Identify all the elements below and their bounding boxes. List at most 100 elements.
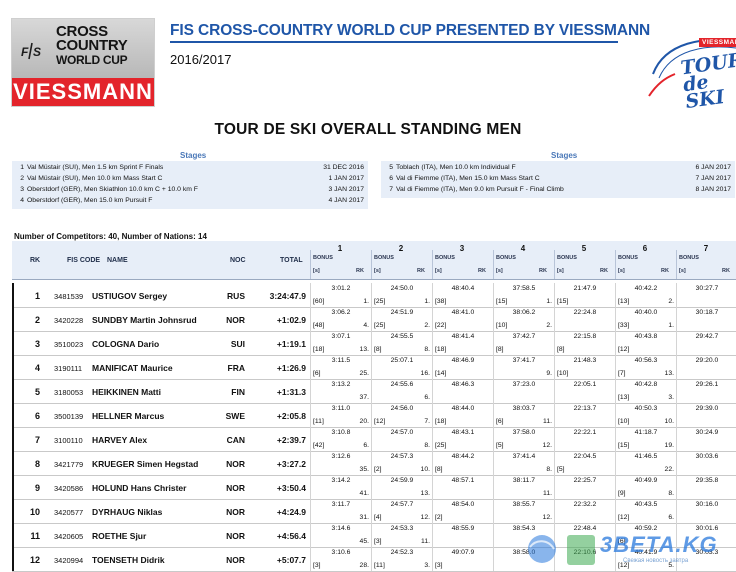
stage-result-cell: 41:18.7 [15] 19. bbox=[615, 427, 676, 451]
svg-text:S: S bbox=[33, 45, 41, 59]
stages-heading-right: Stages bbox=[551, 151, 578, 160]
sponsor-logo: VIESSMANN bbox=[12, 78, 154, 106]
table-row: 9 3420586 HOLUND Hans Christer NOR +3:50.4 3:… bbox=[12, 475, 736, 500]
stage-bonus: [9] bbox=[618, 490, 626, 497]
page-title: FIS CROSS-COUNTRY WORLD CUP PRESENTED BY… bbox=[170, 22, 651, 39]
noc-cell: CAN bbox=[226, 435, 245, 445]
stage-result-cell: 48:57.1 bbox=[432, 475, 493, 499]
stage-time: 3:10.8 bbox=[331, 429, 351, 436]
stage-time: 21:48.3 bbox=[573, 357, 597, 364]
total-time-cell: +1:02.9 bbox=[276, 315, 306, 325]
stage-header-bonus: BONUS bbox=[557, 255, 577, 261]
stage-time: 48:43.1 bbox=[451, 429, 475, 436]
stage-time: 30:24.9 bbox=[695, 429, 719, 436]
stage-time: 3:11.5 bbox=[331, 357, 351, 364]
athlete-name-cell: USTIUGOV Sergey bbox=[92, 291, 168, 301]
stage-result-cell: 30:01.6 bbox=[676, 523, 736, 547]
stage-rank: 6. bbox=[668, 514, 674, 521]
stage-time: 41:46.5 bbox=[634, 453, 658, 460]
noc-cell: FIN bbox=[231, 387, 245, 397]
stage-result-cell: 24:57.0 8. bbox=[371, 427, 432, 451]
stage-time: 37:58.5 bbox=[512, 285, 536, 292]
row-divider bbox=[12, 499, 14, 523]
stage-result-cell: 40:42.8 [13] 3. bbox=[615, 379, 676, 403]
fis-code-cell: 3421779 bbox=[54, 460, 84, 469]
table-row: 10 3420577 DYRHAUG Niklas NOR +4:24.9 3:11.7 3… bbox=[12, 499, 736, 524]
stage-result-cell: 22:32.2 bbox=[554, 499, 615, 523]
stage-bonus: [22] bbox=[435, 322, 447, 329]
athlete-name-cell: HEIKKINEN Matti bbox=[92, 387, 161, 397]
stage-rank: 31. bbox=[359, 514, 369, 521]
noc-cell: NOR bbox=[226, 315, 245, 325]
table-row: 7 3100110 HARVEY Alex CAN +2:39.7 3:10.8 [42] 6… bbox=[12, 427, 736, 452]
stage-rank: 4. bbox=[363, 322, 369, 329]
stage-time: 48:55.9 bbox=[451, 525, 475, 532]
noc-cell: SWE bbox=[225, 411, 245, 421]
fis-code-cell: 3100110 bbox=[54, 436, 83, 445]
athlete-name-cell: ROETHE Sjur bbox=[92, 531, 147, 541]
stage-bonus: [12] bbox=[618, 346, 630, 353]
stage-result-cell: 37:58.5 [15] 1. bbox=[493, 283, 554, 307]
stage-time: 30:18.7 bbox=[695, 309, 719, 316]
row-divider bbox=[12, 523, 14, 547]
stage-time: 22:48.4 bbox=[573, 525, 597, 532]
stage-result-cell: 24:56.0 [12] 7. bbox=[371, 403, 432, 427]
stage-time: 30:03.6 bbox=[695, 453, 719, 460]
fis-code-cell: 3190111 bbox=[54, 364, 83, 373]
table-row: 5 3180053 HEIKKINEN Matti FIN +1:31.3 3:13.2 3… bbox=[12, 379, 736, 404]
stage-time: 29:35.8 bbox=[695, 477, 719, 484]
stage-result-cell: 41:46.5 22. bbox=[615, 451, 676, 475]
stage-result-cell: 24:50.0 [25] 1. bbox=[371, 283, 432, 307]
stage-header-seconds: [s] bbox=[557, 268, 564, 274]
rank-cell: 5 bbox=[34, 387, 40, 397]
stage-bonus: [12] bbox=[618, 514, 630, 521]
stage-time: 24:51.9 bbox=[390, 309, 414, 316]
header-name: NAME bbox=[107, 257, 128, 264]
stage-time: 22:05.1 bbox=[573, 381, 597, 388]
stage-result-cell: 29:20.0 bbox=[676, 355, 736, 379]
noc-cell: NOR bbox=[226, 531, 245, 541]
fis-code-cell: 3500139 bbox=[54, 412, 84, 421]
stage-rank: 10. bbox=[664, 418, 674, 425]
stage-time: 40:49.9 bbox=[634, 477, 658, 484]
stage-time: 37:58.0 bbox=[512, 429, 536, 436]
stage-rank: 9. bbox=[546, 370, 552, 377]
stage-result-cell: 48:44.2 [8] bbox=[432, 451, 493, 475]
stages-list-right: 5 Toblach (ITA), Men 10.0 km Individual … bbox=[381, 161, 735, 198]
stage-date: 4 JAN 2017 bbox=[328, 197, 364, 204]
table-row: 8 3421779 KRUEGER Simen Hegstad NOR +3:27.2 3… bbox=[12, 451, 736, 476]
stage-rank: 1. bbox=[363, 298, 369, 305]
stage-time: 3:11.0 bbox=[331, 405, 351, 412]
stage-bonus: [5] bbox=[496, 442, 504, 449]
table-row: 3 3510023 COLOGNA Dario SUI +1:19.1 3:07.1 [18… bbox=[12, 331, 736, 356]
stage-time: 48:41.0 bbox=[451, 309, 475, 316]
stage-result-cell: 25:07.1 16. bbox=[371, 355, 432, 379]
stage-date: 7 JAN 2017 bbox=[695, 175, 731, 182]
stage-result-cell: 48:55.9 bbox=[432, 523, 493, 547]
stage-rank: 6. bbox=[363, 442, 369, 449]
stage-header-number: 6 bbox=[642, 244, 648, 253]
stage-result-cell: 40:56.3 [7] 13. bbox=[615, 355, 676, 379]
row-divider bbox=[12, 331, 14, 355]
stage-result-cell: 3:10.8 [42] 6. bbox=[310, 427, 371, 451]
stage-bonus: [6] bbox=[496, 418, 504, 425]
row-divider bbox=[12, 475, 14, 499]
stage-time: 40:56.3 bbox=[634, 357, 658, 364]
stage-time: 38:03.7 bbox=[512, 405, 536, 412]
watermark-globe-icon bbox=[528, 535, 595, 565]
stage-time: 3:11.7 bbox=[331, 501, 351, 508]
stage-description: Val di Fiemme (ITA), Men 9.0 km Pursuit … bbox=[396, 186, 564, 193]
stage-time: 22:15.8 bbox=[573, 333, 597, 340]
stages-heading-left: Stages bbox=[180, 151, 207, 160]
stage-bonus: [11] bbox=[313, 418, 324, 425]
logo-wordmark: CROSS COUNTRY WORLD CUP bbox=[56, 24, 128, 67]
stage-result-cell: 30:03.3 bbox=[676, 547, 736, 571]
stage-rank: 45. bbox=[359, 538, 369, 545]
stage-result-cell: 40:41.9 [12] 5. bbox=[615, 547, 676, 571]
stage-time: 3:13.2 bbox=[331, 381, 351, 388]
stage-result-cell: 48:46.3 bbox=[432, 379, 493, 403]
stage-header-number: 2 bbox=[398, 244, 404, 253]
stage-time: 38:06.2 bbox=[512, 309, 536, 316]
fis-logo-icon: F S bbox=[21, 42, 41, 60]
stage-result-cell: 48:41.4 [18] bbox=[432, 331, 493, 355]
